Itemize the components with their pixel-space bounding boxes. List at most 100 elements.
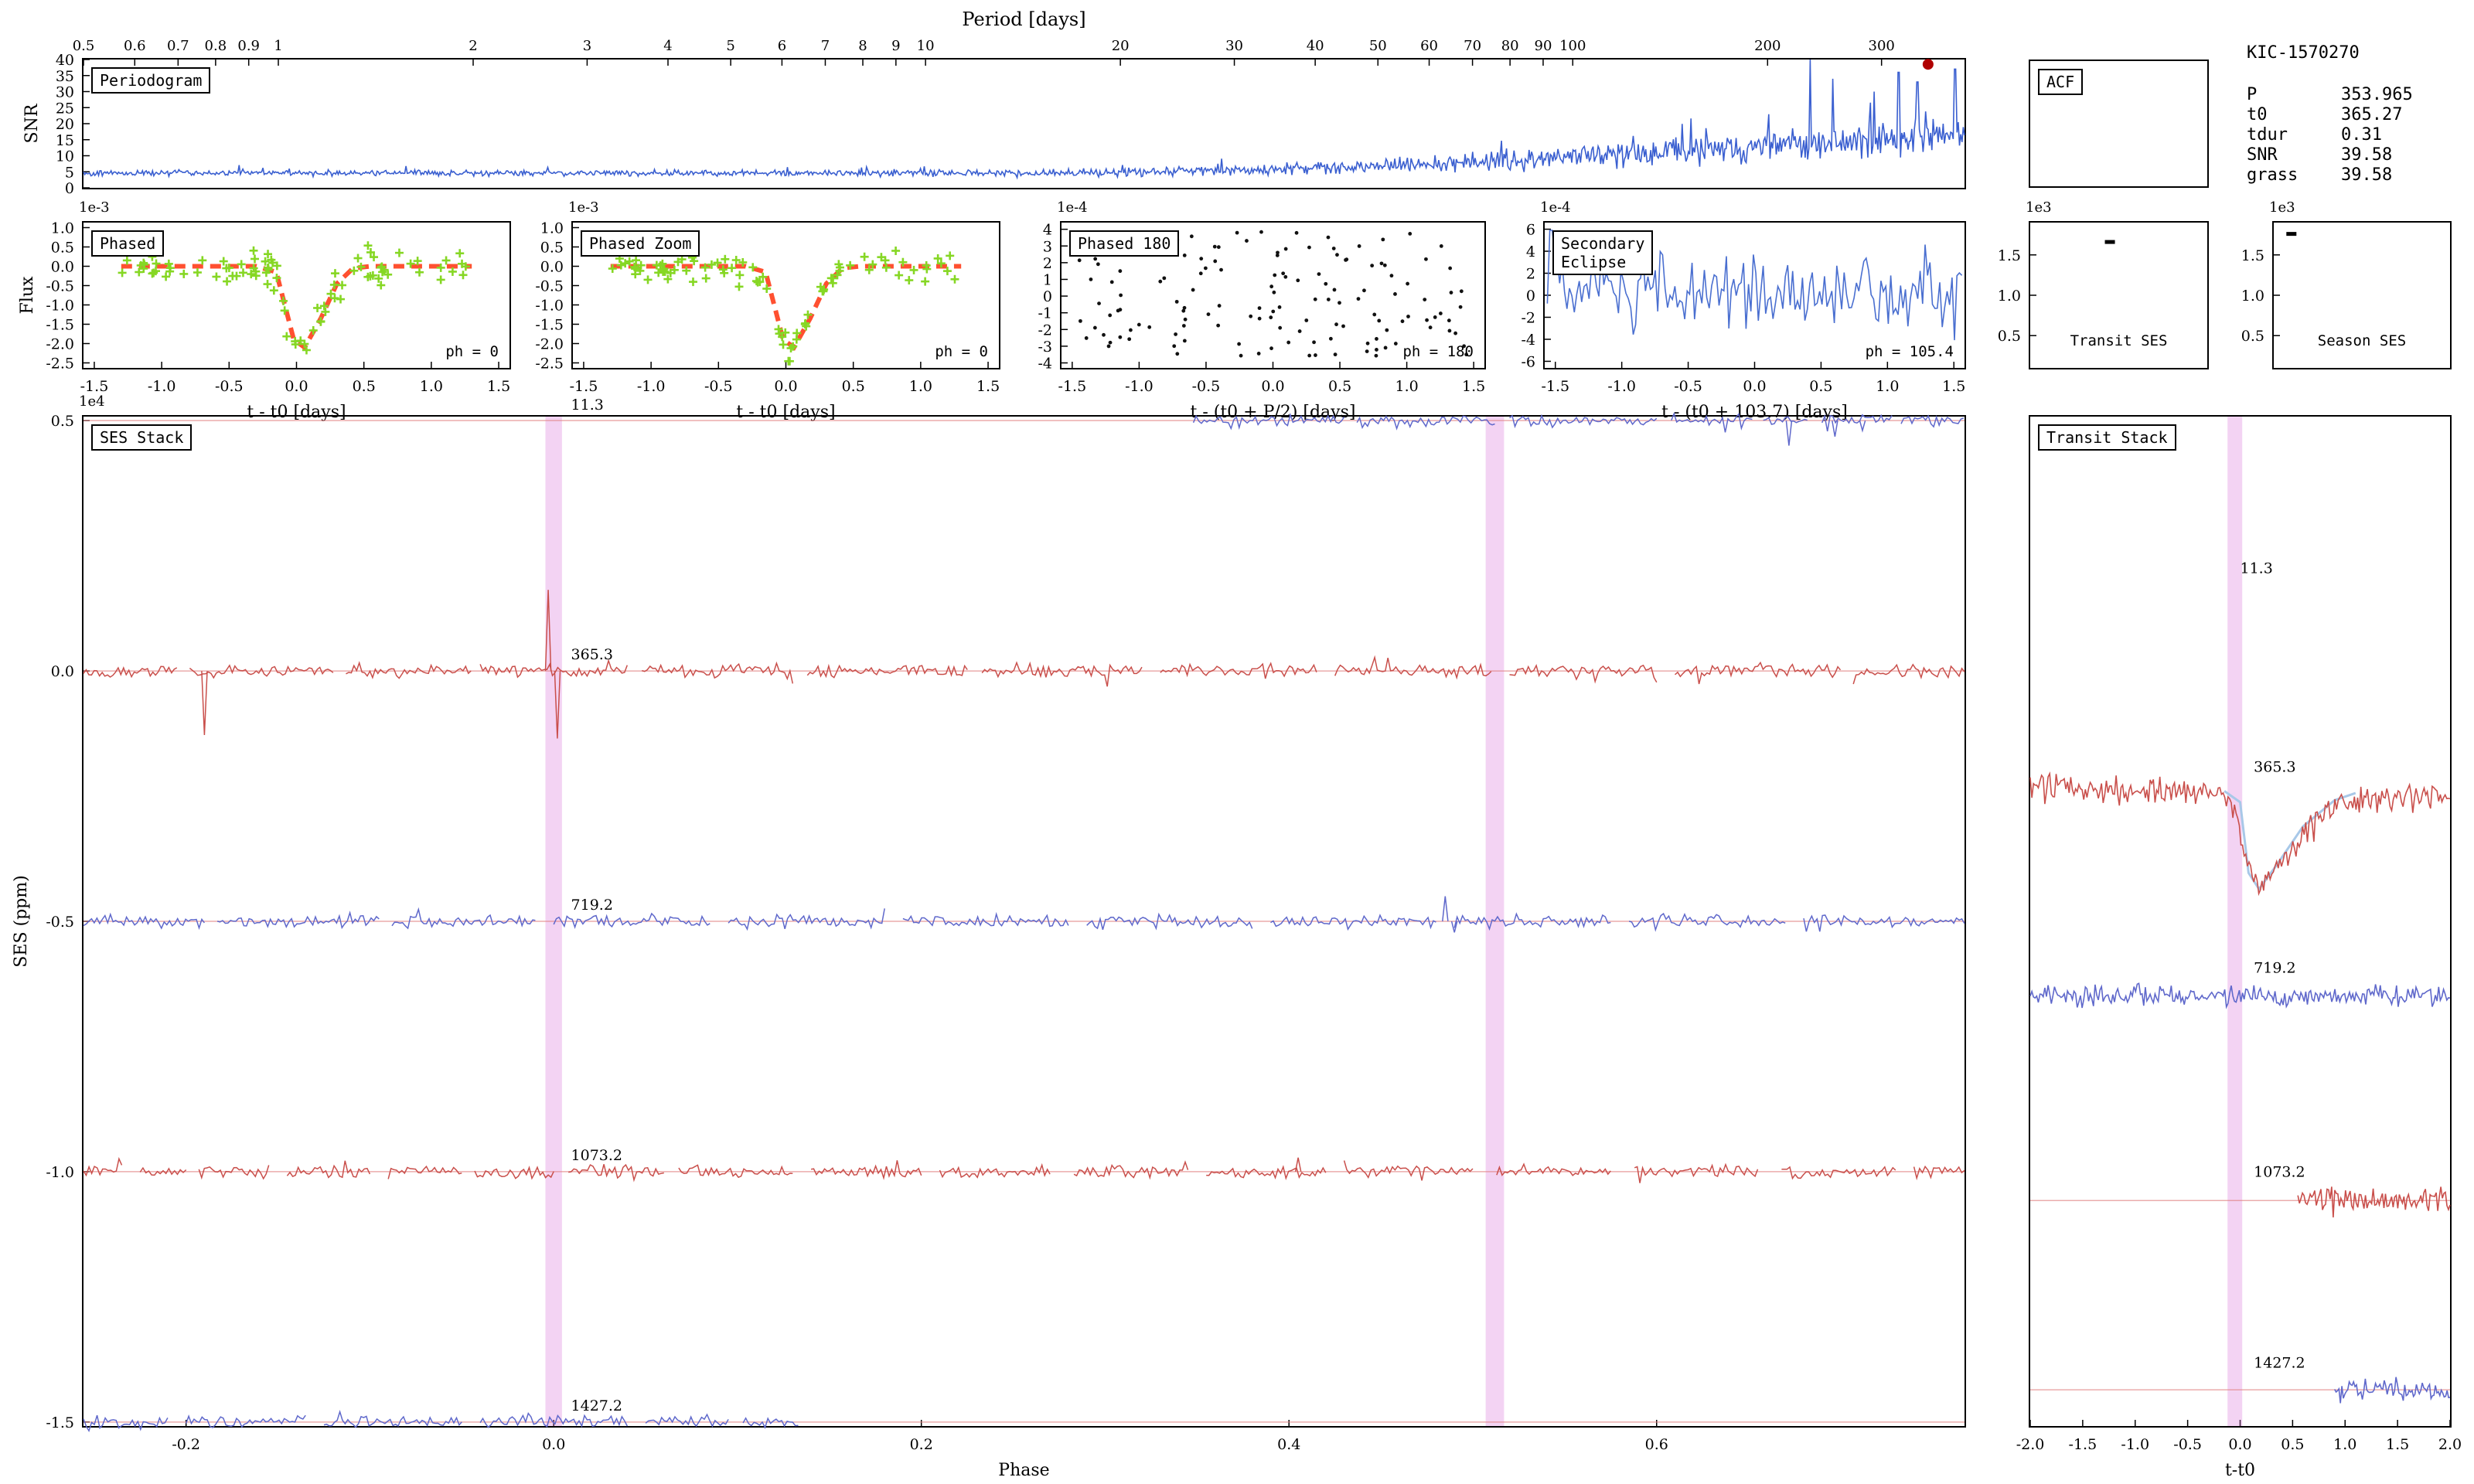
chart-canvas-seasonSES: 0.5 1.0 1.5 1e3	[2241, 199, 2297, 345]
svg-text:1073.2: 1073.2	[2254, 1163, 2305, 1180]
svg-text:1: 1	[1043, 271, 1052, 288]
info-row-tdur: tdur 0.31	[2247, 125, 2382, 145]
svg-text:3: 3	[583, 38, 591, 54]
svg-text:3: 3	[1043, 238, 1052, 255]
svg-text:1e-3: 1e-3	[568, 199, 599, 216]
svg-text:1.0: 1.0	[1395, 378, 1418, 395]
svg-text:1.5: 1.5	[1942, 378, 1965, 395]
transit-ses-label: Transit SES	[2070, 332, 2168, 349]
svg-text:11.3: 11.3	[2241, 560, 2273, 577]
svg-text:20: 20	[1112, 38, 1130, 54]
svg-text:10: 10	[917, 38, 935, 54]
chart-canvas-periodogram: 0.5 0.6 0.7 0.8 0.9 1 2 3 4 5 6 7 8 9 10 20 30 40 50 60 70 80…	[22, 9, 1965, 197]
svg-text:0.5: 0.5	[2281, 1436, 2304, 1453]
panel-acf: ACF	[2029, 60, 2209, 188]
svg-text:1e4: 1e4	[79, 393, 105, 410]
svg-text:-1.0: -1.0	[2121, 1436, 2149, 1453]
svg-text:-1.5: -1.5	[46, 317, 74, 334]
svg-text:0.5: 0.5	[1328, 378, 1351, 395]
svg-text:1427.2: 1427.2	[2254, 1354, 2305, 1371]
svg-text:t - t0 [days]: t - t0 [days]	[736, 403, 835, 422]
season-ses-label: Season SES	[2317, 332, 2407, 349]
panel-phased-180: Phased 180 ph = 180 -1.5 -1.0 -0.5 0.0 0.5 1.…	[1038, 199, 1486, 422]
svg-text:6: 6	[1526, 222, 1535, 239]
svg-text:80: 80	[1501, 38, 1519, 54]
svg-text:0.5: 0.5	[842, 378, 865, 395]
svg-text:90: 90	[1535, 38, 1552, 54]
svg-text:-1.5: -1.5	[570, 378, 598, 395]
svg-text:100: 100	[1559, 38, 1586, 54]
chart-canvas-secondary: -1.5 -1.0 -0.5 0.0 0.5 1.0 1.5 6 4 2 0 -2 -4 -6 t - (t…	[1521, 199, 1965, 422]
svg-text:-0.5: -0.5	[1674, 378, 1702, 395]
svg-text:0.0: 0.0	[1261, 378, 1284, 395]
svg-text:200: 200	[1754, 38, 1781, 54]
svg-text:1.0: 1.0	[909, 378, 932, 395]
ses-stack-label: SES Stack	[91, 424, 193, 451]
svg-text:Phase: Phase	[998, 1461, 1049, 1480]
svg-text:1.5: 1.5	[1462, 378, 1485, 395]
info-row-period: P 353.965	[2247, 85, 2413, 104]
svg-text:1e-3: 1e-3	[79, 199, 110, 216]
svg-text:70: 70	[1464, 38, 1481, 54]
svg-text:-0.2: -0.2	[172, 1436, 200, 1453]
svg-text:0: 0	[1043, 288, 1052, 305]
svg-text:0.0: 0.0	[1743, 378, 1766, 395]
svg-text:-1.5: -1.5	[46, 1414, 74, 1431]
svg-text:4: 4	[663, 38, 672, 54]
svg-text:9: 9	[891, 38, 900, 54]
svg-text:-4: -4	[1038, 356, 1052, 373]
svg-text:2: 2	[1526, 266, 1535, 283]
svg-text:-2.5: -2.5	[535, 356, 564, 373]
svg-text:0.0: 0.0	[542, 1436, 565, 1453]
svg-text:1.0: 1.0	[2241, 288, 2264, 305]
svg-text:2.0: 2.0	[2438, 1436, 2462, 1453]
svg-text:-1.0: -1.0	[46, 1164, 74, 1181]
secondary-eclipse-label: Secondary Eclipse	[1552, 230, 1654, 275]
svg-text:-4: -4	[1521, 332, 1535, 349]
svg-text:7: 7	[821, 38, 830, 54]
svg-text:365.3: 365.3	[2254, 759, 2295, 776]
svg-text:1.0: 1.0	[420, 378, 443, 395]
svg-text:40: 40	[1307, 38, 1324, 54]
chart-canvas-transitStack: -2.0 -1.5 -1.0 -0.5 0.0 0.5 1.0 1.5 2.0 t-t0 11.3 3…	[2016, 417, 2462, 1480]
svg-text:Period [days]: Period [days]	[962, 9, 1085, 30]
info-row-grass: grass 39.58	[2247, 165, 2393, 185]
svg-text:0.2: 0.2	[910, 1436, 933, 1453]
panel-phased-zoom: Phased Zoom ph = 0 -1.5 -1.0 -0.5 0.0 0.5 1.0…	[535, 199, 1000, 422]
svg-text:10: 10	[56, 148, 74, 165]
phased-label: Phased	[91, 230, 165, 257]
svg-text:4: 4	[1043, 222, 1052, 239]
svg-text:11.3: 11.3	[571, 397, 604, 414]
panel-transit-stack: Transit Stack -2.0 -1.5 -1.0 -0.5 0.0 0.5 1.0 1…	[2016, 415, 2462, 1480]
svg-text:-1.0: -1.0	[148, 378, 176, 395]
svg-text:-1.5: -1.5	[1058, 378, 1087, 395]
svg-text:8: 8	[858, 38, 867, 54]
svg-text:1.5: 1.5	[1998, 247, 2021, 264]
svg-text:30: 30	[56, 84, 74, 101]
svg-text:0: 0	[65, 180, 74, 197]
svg-text:30: 30	[1225, 38, 1243, 54]
phased-zoom-phase-note: ph = 0	[935, 343, 988, 360]
panel-transit-ses: Transit SES 0.5 1.0 1.5 1e3	[1998, 199, 2209, 369]
svg-text:-0.5: -0.5	[535, 278, 564, 295]
svg-text:0.5: 0.5	[51, 413, 74, 430]
svg-text:0.6: 0.6	[1645, 1436, 1668, 1453]
svg-text:35: 35	[56, 68, 74, 85]
svg-text:1.0: 1.0	[2333, 1436, 2356, 1453]
svg-text:0.0: 0.0	[2228, 1436, 2251, 1453]
info-row-snr: SNR 39.58	[2247, 145, 2393, 165]
svg-text:t - t0 [days]: t - t0 [days]	[247, 403, 346, 422]
svg-text:-2: -2	[1038, 322, 1052, 339]
svg-text:-0.5: -0.5	[1192, 378, 1221, 395]
target-info: KIC-1570270 P 353.965 t0 365.27 tdur 0.31 S…	[2247, 43, 2413, 186]
svg-text:1e-4: 1e-4	[1057, 199, 1088, 216]
chart-canvas-transitSES: 0.5 1.0 1.5 1e3	[1998, 199, 2115, 345]
svg-text:1427.2: 1427.2	[571, 1397, 622, 1414]
svg-text:-0.5: -0.5	[46, 278, 74, 295]
chart-canvas-phased: -1.5 -1.0 -0.5 0.0 0.5 1.0 1.5 1.0 0.5 0.0 -0.5 -1.…	[18, 199, 510, 422]
svg-text:1.5: 1.5	[2386, 1436, 2409, 1453]
svg-text:-1.0: -1.0	[1125, 378, 1154, 395]
panel-phased: Phased ph = 0 -1.5 -1.0 -0.5 0.0 0.5 1.0 1.5 1.…	[18, 199, 511, 422]
chart-canvas-sesStack: -0.2 0.0 0.2 0.4 0.60.50.0-0.5-1.0-1.5PhaseS…	[12, 393, 1965, 1480]
